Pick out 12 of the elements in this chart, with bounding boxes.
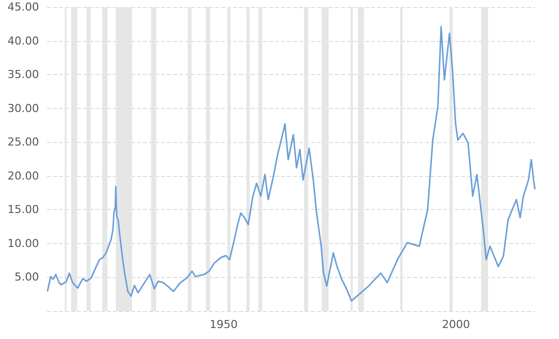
y-tick-label: 20.00 xyxy=(8,169,39,182)
y-tick-label: 25.00 xyxy=(8,136,39,149)
y-tick-label: 5.00 xyxy=(14,270,39,284)
x-tick-label: 2000 xyxy=(442,318,470,331)
x-tick-label: 1950 xyxy=(210,318,238,331)
y-tick-label: 45.00 xyxy=(8,0,39,14)
y-tick-label: 10.00 xyxy=(8,236,39,250)
y-tick-label: 15.00 xyxy=(8,203,39,216)
y-tick-label: 35.00 xyxy=(8,68,39,82)
y-tick-label: 30.00 xyxy=(8,102,39,115)
y-tick-label: 40.00 xyxy=(8,34,39,48)
line-series xyxy=(46,26,536,302)
